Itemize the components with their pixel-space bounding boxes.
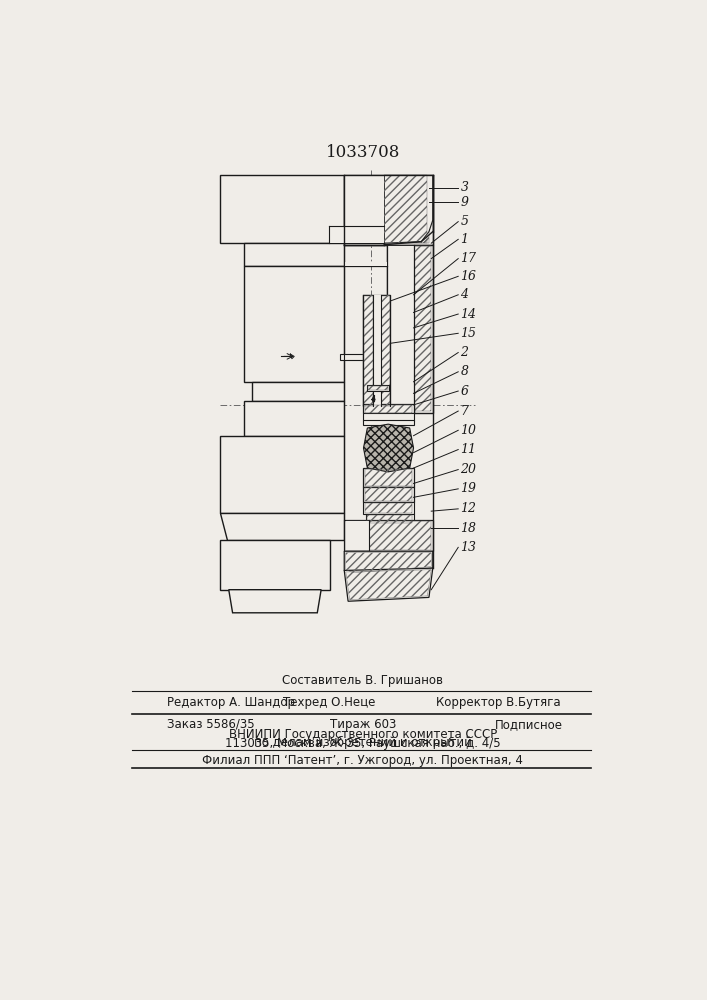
Bar [244,243,344,266]
Bar [344,520,433,551]
Text: 1: 1 [460,233,469,246]
Text: Подписное: Подписное [495,718,563,731]
Bar [346,521,369,550]
Bar [388,246,431,411]
Polygon shape [219,513,344,540]
Bar [329,226,344,243]
Text: 14: 14 [460,308,477,321]
Bar [363,295,390,406]
Bar [366,514,414,523]
Bar [244,266,344,382]
Bar [219,175,344,243]
Bar [344,179,385,243]
Text: 9: 9 [460,196,469,209]
Bar [363,404,414,413]
Bar [244,401,344,436]
Polygon shape [344,551,433,574]
Bar [344,175,433,245]
Text: 1033708: 1033708 [325,144,400,161]
Polygon shape [344,568,433,601]
Text: Составитель В. Гришанов: Составитель В. Гришанов [282,674,443,687]
Text: 20: 20 [460,463,477,476]
Text: 7: 7 [460,405,469,418]
Text: Корректор В.Бутяга: Корректор В.Бутяга [436,696,561,709]
Text: 16: 16 [460,270,477,283]
Text: 113035, Москва, Ж-35, Раушская наб., д. 4/5: 113035, Москва, Ж-35, Раушская наб., д. … [225,737,501,750]
Polygon shape [229,590,321,613]
Text: 12: 12 [460,502,477,515]
Text: 8: 8 [460,365,469,378]
Text: 10: 10 [460,424,477,437]
Text: по делам изобретений и открытий: по делам изобретений и открытий [254,736,472,749]
Bar [387,246,414,411]
Bar [252,382,344,401]
Bar [344,175,385,243]
Text: 5: 5 [460,215,469,228]
Bar [219,540,329,590]
Bar [340,354,388,360]
Polygon shape [363,424,414,472]
Text: 6: 6 [460,385,469,398]
Bar [368,515,412,523]
Text: 4: 4 [460,288,469,301]
Text: ВНИИПИ Государственного комитета СССР: ВНИИПИ Государственного комитета СССР [228,728,497,741]
Text: Техред О.Неце: Техред О.Неце [283,696,375,709]
Bar [385,177,429,243]
Text: 3: 3 [460,181,469,194]
Bar [373,295,381,406]
Text: 13: 13 [460,541,477,554]
Text: 15: 15 [460,327,477,340]
Text: Тираж 603: Тираж 603 [329,718,396,731]
Bar [365,405,412,413]
Bar [346,521,431,550]
Bar [363,413,414,421]
Text: 18: 18 [460,522,477,535]
Bar [363,420,414,425]
Bar [363,502,414,514]
Bar [368,385,389,391]
Bar [365,503,412,513]
Text: 2: 2 [460,346,469,359]
Bar [381,295,390,406]
Bar [219,436,344,513]
Bar [344,262,387,266]
Text: 19: 19 [460,482,477,495]
Text: 11: 11 [460,443,477,456]
Polygon shape [385,175,433,243]
Bar [363,468,414,487]
Bar [387,245,433,413]
Text: Редактор А. Шандор: Редактор А. Шандор [167,696,295,709]
Bar [385,175,426,243]
Bar [363,487,414,502]
Bar [363,295,373,406]
Text: Филиал ППП ‘Патент’, г. Ужгород, ул. Проектная, 4: Филиал ППП ‘Патент’, г. Ужгород, ул. Про… [202,754,523,767]
Bar [368,386,388,390]
Text: Заказ 5586/35: Заказ 5586/35 [167,718,255,731]
Bar [365,487,412,501]
Text: 17: 17 [460,252,477,265]
Bar [365,469,412,486]
